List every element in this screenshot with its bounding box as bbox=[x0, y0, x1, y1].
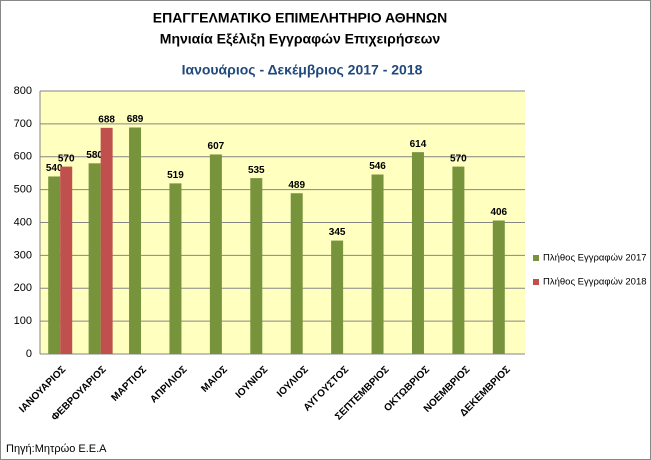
data-label: 345 bbox=[329, 227, 346, 238]
data-label: 580 bbox=[86, 150, 103, 161]
bar bbox=[209, 154, 222, 354]
bar bbox=[492, 220, 505, 354]
bar bbox=[129, 127, 142, 355]
y-tick-label: 300 bbox=[14, 249, 32, 261]
data-label: 607 bbox=[208, 141, 225, 152]
chart-period: Ιανουάριος - Δεκέμβριος 2017 - 2018 bbox=[182, 62, 423, 78]
y-tick-label: 600 bbox=[14, 151, 32, 163]
bar bbox=[452, 166, 465, 354]
legend-swatch bbox=[533, 255, 539, 261]
bar bbox=[290, 193, 303, 354]
data-label: 519 bbox=[167, 170, 184, 181]
data-label: 689 bbox=[127, 114, 144, 125]
bar bbox=[60, 166, 73, 354]
chart-title: ΕΠΑΓΓΕΛΜΑΤΙΚΟ ΕΠΙΜΕΛΗΤΗΡΙΟ ΑΘΗΝΩΝ bbox=[153, 10, 447, 26]
bar bbox=[88, 163, 101, 354]
data-label: 614 bbox=[410, 139, 427, 150]
y-tick-label: 0 bbox=[26, 348, 32, 360]
data-label: 535 bbox=[248, 165, 265, 176]
data-label: 406 bbox=[490, 207, 507, 218]
y-tick-label: 100 bbox=[14, 315, 32, 327]
y-tick-label: 800 bbox=[14, 85, 32, 97]
bar bbox=[371, 174, 384, 354]
y-tick-label: 400 bbox=[14, 216, 32, 228]
source-note: Πηγή:Μητρώο Ε.Ε.Α bbox=[6, 443, 107, 455]
data-label: 546 bbox=[369, 161, 386, 172]
data-label: 570 bbox=[450, 153, 467, 164]
data-label: 688 bbox=[98, 114, 115, 125]
y-tick-label: 500 bbox=[14, 184, 32, 196]
bar bbox=[48, 176, 61, 354]
data-label: 570 bbox=[58, 153, 75, 164]
legend-label: Πλήθος Εγγραφών 2017 bbox=[543, 253, 647, 264]
data-label: 489 bbox=[288, 180, 305, 191]
legend-swatch bbox=[533, 279, 539, 285]
chart-subtitle: Μηνιαία Εξέλιξη Εγγραφών Επιχειρήσεων bbox=[160, 31, 441, 47]
bar bbox=[411, 152, 424, 354]
bar bbox=[169, 183, 182, 354]
y-tick-label: 700 bbox=[14, 118, 32, 130]
bar bbox=[331, 240, 344, 354]
data-label: 540 bbox=[46, 163, 63, 174]
bar bbox=[100, 127, 113, 354]
legend-label: Πλήθος Εγγραφών 2018 bbox=[543, 277, 647, 288]
bar bbox=[250, 178, 263, 354]
y-tick-label: 200 bbox=[14, 282, 32, 294]
